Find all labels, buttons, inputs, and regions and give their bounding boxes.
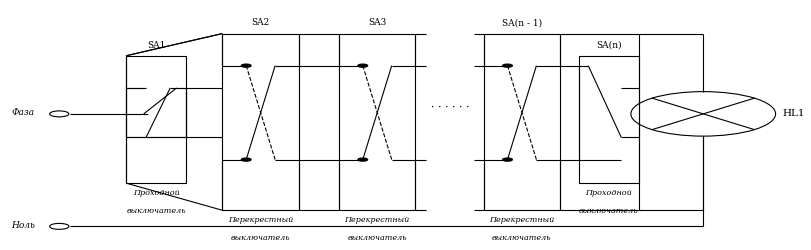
Circle shape (358, 158, 367, 161)
Text: выключатель: выключатель (231, 234, 290, 242)
Text: Проходной: Проходной (586, 189, 632, 197)
Bar (126, 56, 187, 183)
Text: SA2: SA2 (251, 18, 270, 27)
Circle shape (503, 158, 513, 161)
Text: выключатель: выключатель (492, 234, 551, 242)
Text: SA3: SA3 (368, 18, 386, 27)
Circle shape (242, 158, 251, 161)
Text: HL1: HL1 (782, 110, 805, 118)
Text: SA(n - 1): SA(n - 1) (502, 18, 542, 27)
Bar (483, 34, 560, 210)
Text: выключатель: выключатель (347, 234, 407, 242)
Text: Фаза: Фаза (11, 108, 34, 117)
Text: Перекрестный: Перекрестный (228, 216, 294, 224)
Bar (339, 34, 415, 210)
Bar (578, 56, 639, 183)
Text: · · · · · ·: · · · · · · (431, 103, 470, 113)
Text: SA1: SA1 (147, 40, 165, 50)
Text: Перекрестный: Перекрестный (489, 216, 555, 224)
Circle shape (503, 64, 513, 67)
Text: Перекрестный: Перекрестный (345, 216, 410, 224)
Bar (222, 34, 298, 210)
Text: Ноль: Ноль (11, 221, 35, 230)
Text: выключатель: выключатель (579, 206, 638, 214)
Circle shape (242, 64, 251, 67)
Text: SA(n): SA(n) (596, 40, 621, 50)
Text: выключатель: выключатель (127, 206, 186, 214)
Text: Проходной: Проходной (133, 189, 179, 197)
Circle shape (358, 64, 367, 67)
